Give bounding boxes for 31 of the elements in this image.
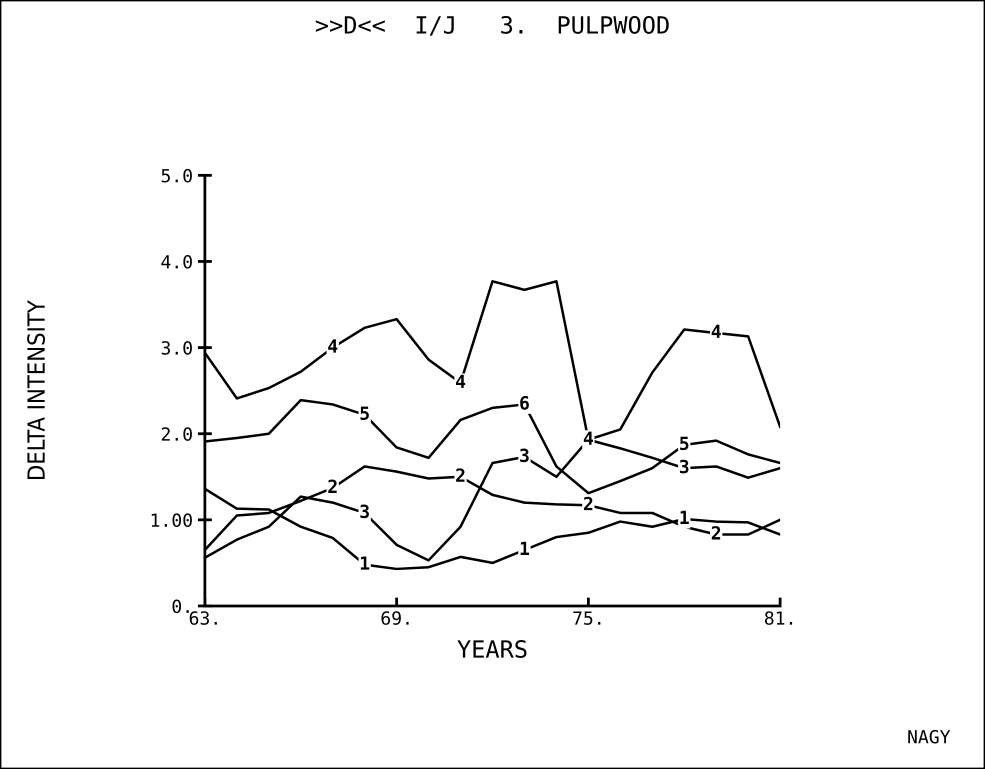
annotation: 2 xyxy=(584,496,592,510)
annotation: 4 xyxy=(456,374,466,388)
y-axis-title: DELTA INTENSITY xyxy=(27,300,45,480)
annotation: 2 xyxy=(328,480,337,493)
annotation: 2 xyxy=(712,526,720,540)
annotation: 3 xyxy=(360,504,369,518)
x-tick-label: 81. xyxy=(764,611,792,625)
x-tick-label: 63. xyxy=(190,611,217,625)
x-tick-label: 75. xyxy=(573,611,600,625)
annotation: 3 xyxy=(520,448,529,462)
y-tick-label: 0. xyxy=(172,599,189,614)
annotation: 1 xyxy=(680,510,689,524)
text: NAGY xyxy=(908,730,950,744)
y-tick-label: 3.0 xyxy=(162,341,192,355)
annotation: 1 xyxy=(520,542,530,555)
annotation: 2 xyxy=(456,468,464,482)
x-tick-label: 69. xyxy=(381,611,409,625)
y-tick-label: 4.0 xyxy=(161,254,192,269)
annotation: 5 xyxy=(360,406,369,420)
y-tick-label: 2.0 xyxy=(162,427,192,441)
y-tick-label: 1.00 xyxy=(152,513,192,528)
annotation: 1 xyxy=(360,556,370,570)
annotation: 5 xyxy=(680,436,688,450)
y-tick-label: 5.0 xyxy=(162,168,192,182)
annotation: 3 xyxy=(680,460,689,474)
annotation: 4 xyxy=(584,432,593,445)
annotation: 4 xyxy=(328,339,338,353)
annotation: 4 xyxy=(712,324,721,338)
chart-title: >>D<< I/J 3. PULPWOOD xyxy=(316,16,669,36)
x-axis-title: YEARS xyxy=(457,640,526,658)
annotation: 6 xyxy=(520,396,529,410)
